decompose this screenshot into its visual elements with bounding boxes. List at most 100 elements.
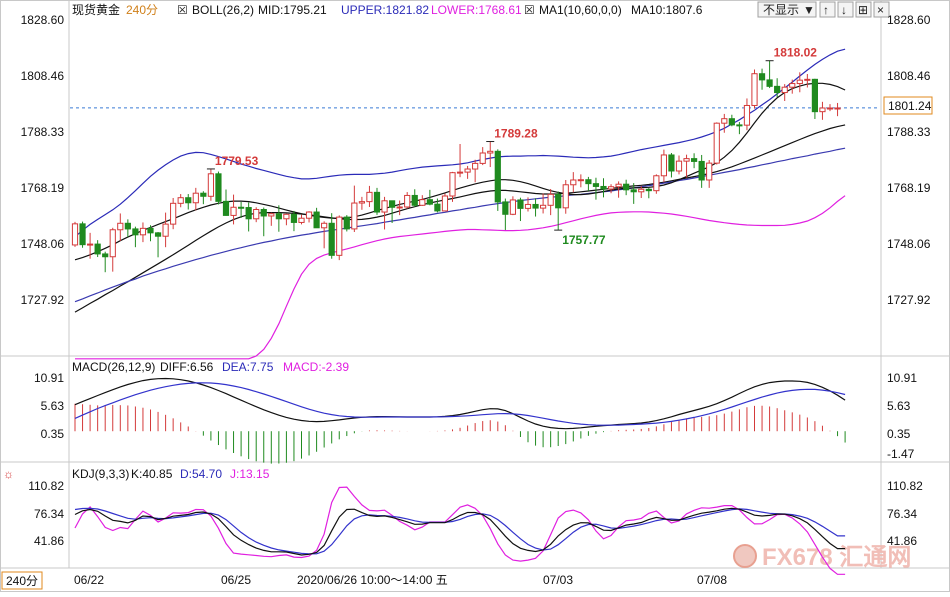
candle-body	[238, 206, 245, 209]
candle-body	[313, 211, 320, 229]
candle-body	[162, 223, 169, 237]
candle-body	[154, 232, 162, 237]
candle-body	[449, 172, 456, 197]
candle-body	[290, 213, 298, 223]
kdj-d-line	[74, 507, 846, 555]
kdj-tick-left: 110.82	[28, 479, 64, 493]
candle-body	[321, 222, 328, 229]
candle-body	[736, 124, 743, 127]
main-plot: 1779.53 1789.28 1757.77 1818.02	[70, 46, 880, 360]
candle-body	[713, 122, 720, 164]
macd-axis-left: 10.91 5.63 0.35	[34, 371, 64, 441]
boll-checkbox-icon[interactable]: ☒	[177, 3, 188, 17]
candle-body	[404, 194, 411, 208]
candle-body	[434, 203, 441, 212]
macd-tick-right: 0.35	[887, 427, 911, 441]
candle-body	[615, 183, 622, 188]
candle-body	[607, 186, 615, 190]
macd-diff-line	[74, 377, 846, 430]
macd-tick-left: 5.63	[41, 399, 65, 413]
candle-body	[245, 207, 252, 220]
main-header: 现货黄金 240分 ☒ BOLL(26,2) MID:1795.21 UPPER…	[72, 2, 703, 17]
move-down-button[interactable]: ↓	[837, 1, 854, 18]
macd-tick-right: 5.63	[887, 399, 911, 413]
kdj-tick-right: 76.34	[887, 507, 917, 521]
boll-mid: MID:1795.21	[258, 3, 327, 17]
candle-body	[456, 171, 464, 174]
candle-body	[215, 173, 222, 202]
ma-title: MA1(10,60,0,0)	[539, 3, 622, 17]
candle-body	[555, 193, 562, 209]
date-label: 07/03	[543, 573, 573, 587]
candle-body	[623, 183, 630, 191]
candle-body	[268, 213, 275, 217]
kdj-axis-left: 110.82 76.34 41.86	[28, 479, 64, 548]
dropdown-arrow-icon: ▼	[803, 3, 815, 17]
price-axis-left: 1828.60 1808.46 1788.33 1768.19 1748.06 …	[21, 13, 65, 307]
candle-body	[464, 168, 471, 173]
move-up-button[interactable]: ↑	[819, 1, 836, 18]
series-lower-line	[75, 195, 846, 360]
price-annotation: 1757.77	[562, 233, 606, 247]
macd-tick-left: 10.91	[34, 371, 64, 385]
candle-body	[411, 194, 418, 206]
candle-body	[305, 211, 313, 219]
macd-tick-right: 10.91	[887, 371, 917, 385]
candle-body	[683, 158, 690, 162]
kdj-settings-icon[interactable]: ☼	[3, 467, 14, 481]
kdj-axis-right: 110.82 76.34 41.86	[887, 479, 923, 548]
series-ma1-line	[74, 147, 846, 303]
candle-body	[222, 200, 230, 216]
candle-body	[668, 154, 675, 172]
price-annotation: 1779.53	[215, 154, 259, 168]
kdj-tick-left: 41.86	[34, 534, 64, 548]
close-button[interactable]: ×	[873, 1, 890, 18]
candle-body	[706, 162, 713, 181]
maximize-button[interactable]: ⊞	[855, 1, 872, 18]
candle-body	[426, 199, 433, 205]
macd-axis-right: 10.91 5.63 0.35 -1.47	[887, 371, 917, 461]
candle-body	[600, 185, 607, 190]
candle-body	[479, 152, 486, 164]
price-annotation: 1789.28	[494, 127, 538, 141]
candle-body	[343, 216, 350, 230]
candle-body	[804, 78, 811, 81]
kdj-plot	[74, 486, 846, 575]
period-badge-text: 240分	[6, 574, 38, 588]
candle-body	[298, 217, 305, 223]
date-label: 06/25	[221, 573, 251, 587]
ma-checkbox-icon[interactable]: ☒	[524, 3, 535, 17]
candle-body	[230, 206, 237, 216]
candle-body	[487, 150, 494, 154]
candle-body	[389, 200, 396, 208]
price-axis-right: 1828.60 1808.46 1788.33 1768.19 1748.06 …	[887, 13, 931, 307]
ma10-value: MA10:1807.6	[631, 3, 703, 17]
candle-body	[766, 79, 773, 87]
candle-body	[79, 223, 86, 246]
crosshair-time-label: 2020/06/26 10:00～14:00 五	[297, 573, 448, 587]
price-tick-right: 1808.46	[887, 69, 931, 83]
candle-body	[494, 150, 501, 203]
candle-body	[94, 243, 101, 255]
price-tick-right: 1768.19	[887, 181, 931, 195]
candle-body	[811, 78, 818, 113]
price-tick-left: 1768.19	[21, 181, 65, 195]
price-tick-left: 1748.06	[21, 237, 65, 251]
candle-body	[117, 222, 124, 231]
candle-body	[502, 201, 509, 215]
candle-body	[124, 222, 131, 230]
current-price-text: 1801.24	[888, 99, 932, 113]
svg-text:不显示: 不显示	[763, 3, 799, 17]
candle-body	[381, 200, 388, 213]
kdj-tick-left: 76.34	[34, 507, 64, 521]
candle-body	[260, 209, 267, 217]
date-label: 07/08	[697, 573, 727, 587]
boll-title: BOLL(26,2)	[192, 3, 254, 17]
candle-body	[283, 213, 290, 220]
period-badge[interactable]	[1, 571, 43, 590]
toggle-display-button[interactable]: 不显示 ▼	[757, 1, 817, 18]
close-icon: ×	[877, 3, 884, 17]
candle-body	[192, 192, 199, 204]
kdj-j-line	[74, 486, 846, 575]
